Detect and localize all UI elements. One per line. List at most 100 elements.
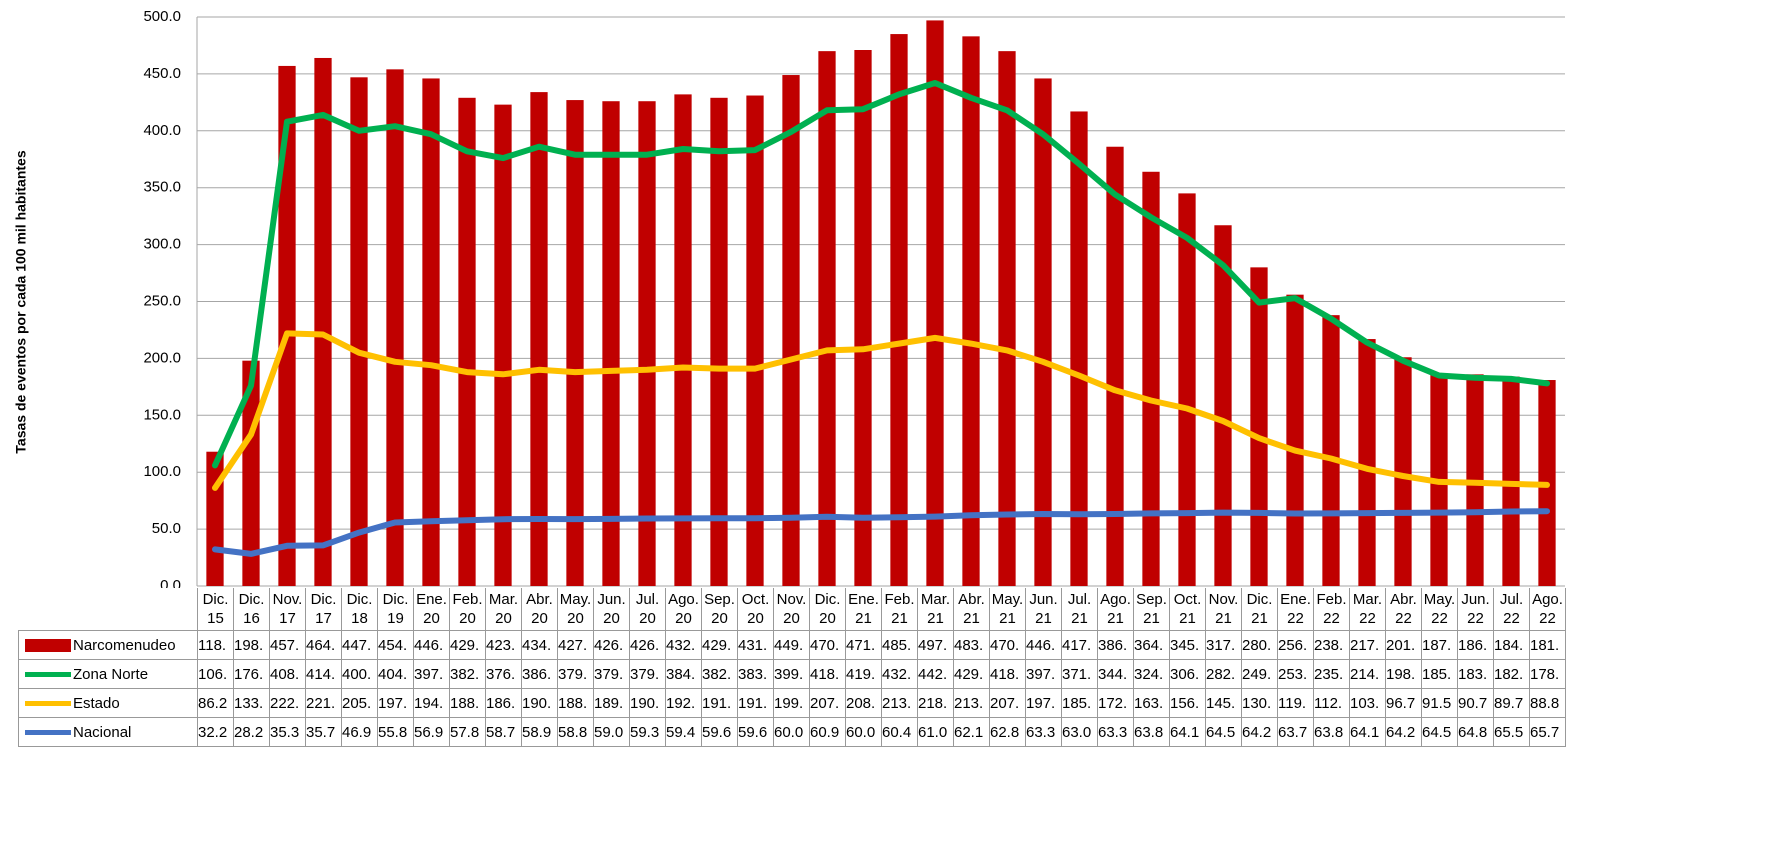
bar xyxy=(962,36,980,586)
value-label: 429. xyxy=(701,630,738,660)
bar xyxy=(530,92,548,586)
legend-key xyxy=(25,701,71,707)
x-tick-label: Oct. 21 xyxy=(1169,588,1206,631)
value-label: 432. xyxy=(881,659,918,689)
bar xyxy=(926,20,944,586)
value-label: 35.7 xyxy=(305,717,342,747)
value-label: 207. xyxy=(989,688,1026,718)
value-label: 35.3 xyxy=(269,717,306,747)
x-tick-label: Ene. 21 xyxy=(845,588,882,631)
y-tick-label: 500.0 xyxy=(143,8,181,25)
value-label: 191. xyxy=(701,688,738,718)
value-label: 345. xyxy=(1169,630,1206,660)
x-tick-label: Dic. 18 xyxy=(341,588,378,631)
value-label: 431. xyxy=(737,630,774,660)
bar xyxy=(1034,78,1052,587)
data-table: Dic. 15 Dic. 16 Nov. 17 Dic. 17 Dic. 18 Dic. … xyxy=(18,588,1566,747)
value-label: 384. xyxy=(665,659,702,689)
value-label: 64.8 xyxy=(1457,717,1494,747)
bar xyxy=(206,451,224,586)
value-label: 57.8 xyxy=(449,717,486,747)
y-tick-label: 0.0 xyxy=(160,577,181,588)
series-row: Estado 86.2 133. 222. 221. 205. 197. 194. 188. 18… xyxy=(18,688,1566,718)
value-label: 186. xyxy=(1457,630,1494,660)
value-label: 253. xyxy=(1277,659,1314,689)
value-label: 344. xyxy=(1097,659,1134,689)
value-label: 397. xyxy=(1025,659,1062,689)
bar xyxy=(1106,146,1124,586)
bar xyxy=(386,69,404,586)
legend-label: Narcomenudeo xyxy=(73,636,176,654)
bar xyxy=(854,50,872,586)
x-tick-label: Dic. 19 xyxy=(377,588,414,631)
value-label: 442. xyxy=(917,659,954,689)
y-tick-label: 50.0 xyxy=(152,520,181,537)
x-tick-label: May. 21 xyxy=(989,588,1026,631)
y-tick-label: 250.0 xyxy=(143,292,181,309)
bar xyxy=(746,95,764,586)
value-label: 62.8 xyxy=(989,717,1026,747)
value-label: 197. xyxy=(1025,688,1062,718)
value-label: 192. xyxy=(665,688,702,718)
value-label: 306. xyxy=(1169,659,1206,689)
x-tick-label: Ene. 20 xyxy=(413,588,450,631)
value-label: 399. xyxy=(773,659,810,689)
value-label: 62.1 xyxy=(953,717,990,747)
bar xyxy=(782,75,800,587)
value-label: 447. xyxy=(341,630,378,660)
value-label: 59.0 xyxy=(593,717,630,747)
row-label: Nacional xyxy=(18,717,198,747)
value-label: 103. xyxy=(1349,688,1386,718)
value-label: 280. xyxy=(1241,630,1278,660)
x-tick-label: Ene. 22 xyxy=(1277,588,1314,631)
bar xyxy=(1358,339,1376,586)
value-label: 371. xyxy=(1061,659,1098,689)
value-label: 64.2 xyxy=(1385,717,1422,747)
line xyxy=(212,330,1550,491)
value-label: 106. xyxy=(197,659,234,689)
value-label: 59.4 xyxy=(665,717,702,747)
value-label: 63.0 xyxy=(1061,717,1098,747)
bar xyxy=(890,34,908,586)
x-tick-label: Jul. 21 xyxy=(1061,588,1098,631)
x-tick-label: Jul. 20 xyxy=(629,588,666,631)
bar xyxy=(674,94,692,586)
value-label: 198. xyxy=(1385,659,1422,689)
value-label: 189. xyxy=(593,688,630,718)
value-label: 64.1 xyxy=(1349,717,1386,747)
bar xyxy=(818,51,836,586)
bar xyxy=(1394,357,1412,586)
bar xyxy=(602,101,620,586)
x-tick-label: Dic. 17 xyxy=(305,588,342,631)
y-tick-label: 150.0 xyxy=(143,406,181,423)
value-label: 379. xyxy=(557,659,594,689)
value-label: 222. xyxy=(269,688,306,718)
value-label: 217. xyxy=(1349,630,1386,660)
value-label: 483. xyxy=(953,630,990,660)
value-label: 176. xyxy=(233,659,270,689)
value-label: 282. xyxy=(1205,659,1242,689)
x-tick-label: Abr. 20 xyxy=(521,588,558,631)
value-label: 46.9 xyxy=(341,717,378,747)
value-label: 418. xyxy=(809,659,846,689)
legend-label: Nacional xyxy=(73,723,132,741)
value-label: 60.0 xyxy=(773,717,810,747)
value-label: 64.1 xyxy=(1169,717,1206,747)
value-label: 379. xyxy=(593,659,630,689)
value-label: 178. xyxy=(1529,659,1566,689)
x-tick-label: Dic. 15 xyxy=(197,588,234,631)
value-label: 249. xyxy=(1241,659,1278,689)
value-label: 418. xyxy=(989,659,1026,689)
x-tick-label: Ago. 22 xyxy=(1529,588,1566,631)
value-label: 427. xyxy=(557,630,594,660)
header-row: Dic. 15 Dic. 16 Nov. 17 Dic. 17 Dic. 18 Dic. … xyxy=(18,588,1566,631)
value-label: 213. xyxy=(881,688,918,718)
bar xyxy=(314,57,332,586)
y-tick-label: 450.0 xyxy=(143,65,181,82)
value-label: 205. xyxy=(341,688,378,718)
series-row: Nacional 32.2 28.2 35.3 35.7 46.9 55.8 56.9 57.8… xyxy=(18,717,1566,747)
value-label: 184. xyxy=(1493,630,1530,660)
value-label: 235. xyxy=(1313,659,1350,689)
line xyxy=(212,80,1550,469)
